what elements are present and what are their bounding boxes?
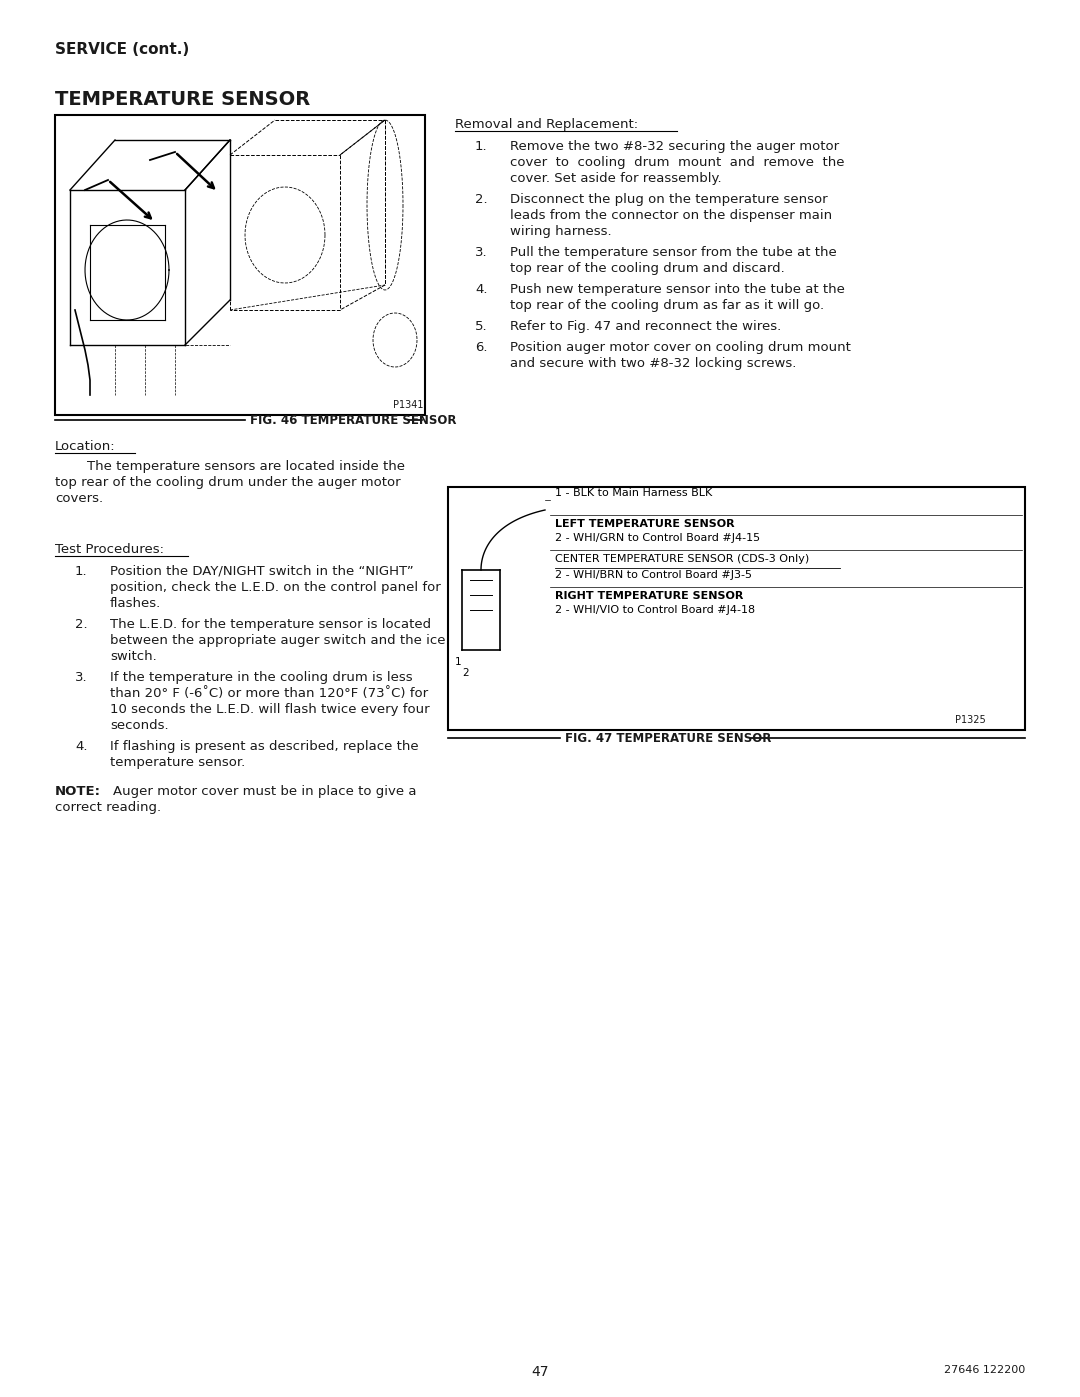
Text: 1: 1 [455, 657, 461, 666]
Text: 3.: 3. [75, 671, 87, 685]
Text: covers.: covers. [55, 492, 103, 504]
Text: 1.: 1. [75, 564, 87, 578]
Text: than 20° F (-6˚C) or more than 120°F (73˚C) for: than 20° F (-6˚C) or more than 120°F (73… [110, 687, 428, 700]
Text: temperature sensor.: temperature sensor. [110, 756, 245, 768]
Text: NOTE:: NOTE: [55, 785, 102, 798]
Text: CENTER TEMPERATURE SENSOR (CDS-3 Only): CENTER TEMPERATURE SENSOR (CDS-3 Only) [555, 555, 809, 564]
Text: 2: 2 [462, 668, 469, 678]
Text: 1.: 1. [475, 140, 488, 154]
Bar [448, 488, 1025, 731]
Text: Disconnect the plug on the temperature sensor: Disconnect the plug on the temperature s… [510, 193, 827, 205]
Text: SERVICE (cont.): SERVICE (cont.) [55, 42, 189, 57]
Text: top rear of the cooling drum under the auger motor: top rear of the cooling drum under the a… [55, 476, 401, 489]
Text: 2 - WHI/GRN to Control Board #J4-15: 2 - WHI/GRN to Control Board #J4-15 [555, 534, 760, 543]
Text: 3.: 3. [475, 246, 488, 258]
Text: leads from the connector on the dispenser main: leads from the connector on the dispense… [510, 210, 832, 222]
Text: 2.: 2. [475, 193, 488, 205]
Text: Remove the two #8-32 securing the auger motor: Remove the two #8-32 securing the auger … [510, 140, 839, 154]
Text: If flashing is present as described, replace the: If flashing is present as described, rep… [110, 740, 419, 753]
Text: Push new temperature sensor into the tube at the: Push new temperature sensor into the tub… [510, 284, 845, 296]
Text: 6.: 6. [475, 341, 487, 353]
Text: 27646 122200: 27646 122200 [944, 1365, 1025, 1375]
Text: 5.: 5. [475, 320, 488, 332]
Text: FIG. 47 TEMPERATURE SENSOR: FIG. 47 TEMPERATURE SENSOR [565, 732, 771, 745]
Text: 47: 47 [531, 1365, 549, 1379]
Text: P1325: P1325 [955, 715, 986, 725]
Text: Position the DAY/NIGHT switch in the “NIGHT”: Position the DAY/NIGHT switch in the “NI… [110, 564, 414, 578]
Text: LEFT TEMPERATURE SENSOR: LEFT TEMPERATURE SENSOR [555, 520, 734, 529]
Text: Test Procedures:: Test Procedures: [55, 543, 164, 556]
Text: RIGHT TEMPERATURE SENSOR: RIGHT TEMPERATURE SENSOR [555, 591, 743, 601]
Text: cover. Set aside for reassembly.: cover. Set aside for reassembly. [510, 172, 721, 184]
Text: Pull the temperature sensor from the tube at the: Pull the temperature sensor from the tub… [510, 246, 837, 258]
Text: 1 - BLK to Main Harness BLK: 1 - BLK to Main Harness BLK [555, 488, 712, 497]
Text: between the appropriate auger switch and the ice: between the appropriate auger switch and… [110, 634, 446, 647]
Text: 2.: 2. [75, 617, 87, 631]
Text: Location:: Location: [55, 440, 116, 453]
Text: TEMPERATURE SENSOR: TEMPERATURE SENSOR [55, 89, 310, 109]
Text: position, check the L.E.D. on the control panel for: position, check the L.E.D. on the contro… [110, 581, 441, 594]
Text: If the temperature in the cooling drum is less: If the temperature in the cooling drum i… [110, 671, 413, 685]
Text: Position auger motor cover on cooling drum mount: Position auger motor cover on cooling dr… [510, 341, 851, 353]
Text: 2 - WHI/VIO to Control Board #J4-18: 2 - WHI/VIO to Control Board #J4-18 [555, 605, 755, 615]
Text: Removal and Replacement:: Removal and Replacement: [455, 117, 638, 131]
Text: Auger motor cover must be in place to give a: Auger motor cover must be in place to gi… [113, 785, 417, 798]
Text: 4.: 4. [75, 740, 87, 753]
Text: P1341: P1341 [393, 400, 423, 409]
Text: wiring harness.: wiring harness. [510, 225, 611, 237]
Text: Refer to Fig. 47 and reconnect the wires.: Refer to Fig. 47 and reconnect the wires… [510, 320, 781, 332]
Text: switch.: switch. [110, 650, 157, 664]
Text: top rear of the cooling drum as far as it will go.: top rear of the cooling drum as far as i… [510, 299, 824, 312]
Bar [55, 115, 426, 415]
Text: The temperature sensors are located inside the: The temperature sensors are located insi… [87, 460, 405, 474]
Text: The L.E.D. for the temperature sensor is located: The L.E.D. for the temperature sensor is… [110, 617, 431, 631]
Text: FIG. 46 TEMPERATURE SENSOR: FIG. 46 TEMPERATURE SENSOR [249, 414, 457, 426]
Text: cover  to  cooling  drum  mount  and  remove  the: cover to cooling drum mount and remove t… [510, 156, 845, 169]
Text: and secure with two #8-32 locking screws.: and secure with two #8-32 locking screws… [510, 358, 796, 370]
Text: 10 seconds the L.E.D. will flash twice every four: 10 seconds the L.E.D. will flash twice e… [110, 703, 430, 717]
Text: seconds.: seconds. [110, 719, 168, 732]
Text: 2 - WHI/BRN to Control Board #J3-5: 2 - WHI/BRN to Control Board #J3-5 [555, 570, 752, 580]
Text: 4.: 4. [475, 284, 487, 296]
Text: correct reading.: correct reading. [55, 800, 161, 814]
Text: top rear of the cooling drum and discard.: top rear of the cooling drum and discard… [510, 263, 785, 275]
Text: flashes.: flashes. [110, 597, 161, 610]
